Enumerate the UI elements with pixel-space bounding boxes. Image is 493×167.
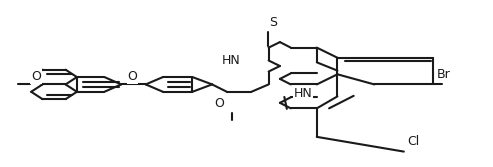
Text: S: S — [270, 16, 278, 29]
Text: HN: HN — [221, 54, 240, 67]
Text: Cl: Cl — [408, 135, 420, 148]
Text: O: O — [214, 97, 224, 110]
Text: O: O — [31, 69, 41, 82]
Text: O: O — [128, 69, 138, 82]
Text: Br: Br — [436, 68, 450, 81]
Text: HN: HN — [294, 87, 313, 100]
